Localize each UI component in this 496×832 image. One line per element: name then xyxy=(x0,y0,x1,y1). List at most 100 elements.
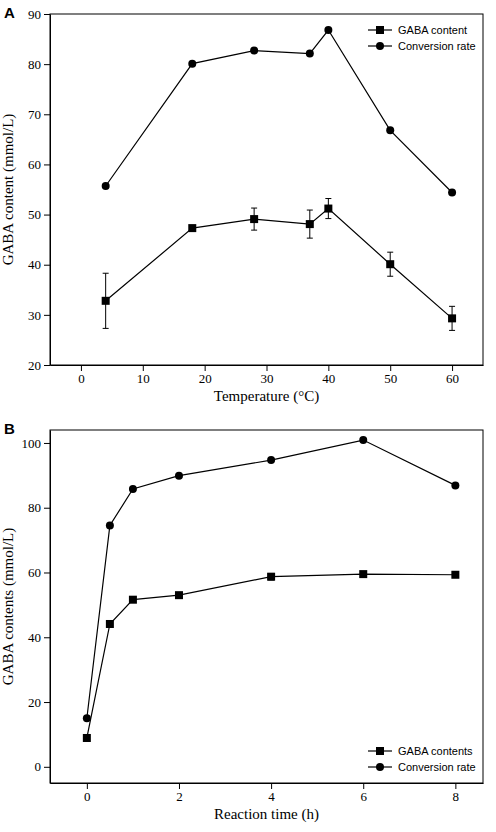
y-tick: 60 xyxy=(28,157,50,172)
panel: 0 10 20 30 40 50 60 20 30 40 50 60 70 80 90 Temperature… xyxy=(0,4,484,405)
y-axis-title: GABA contents (mmol/L) xyxy=(0,528,17,686)
y-tick-mark xyxy=(44,265,50,266)
x-tick-label: 6 xyxy=(360,789,367,804)
legend-entry: Conversion rate xyxy=(368,40,476,52)
square-marker xyxy=(102,297,110,305)
square-marker xyxy=(386,260,394,268)
x-tick: 0 xyxy=(84,783,91,804)
y-tick-label: 0 xyxy=(35,759,42,774)
square-marker xyxy=(129,596,137,604)
square-marker xyxy=(451,571,459,579)
series xyxy=(83,436,460,722)
x-axis-title: Reaction time (h) xyxy=(214,806,319,823)
y-tick-label: 40 xyxy=(28,630,41,645)
y-tick-mark xyxy=(44,637,50,638)
square-marker xyxy=(306,220,314,228)
y-tick: 90 xyxy=(28,7,50,22)
x-tick-label: 50 xyxy=(384,371,397,386)
y-tick-mark xyxy=(44,767,50,768)
panel-label: A xyxy=(4,4,15,21)
circle-marker xyxy=(106,522,114,530)
y-tick: 50 xyxy=(28,207,50,222)
y-tick-label: 70 xyxy=(28,107,41,122)
y-tick-label: 20 xyxy=(28,695,41,710)
x-tick-mark xyxy=(390,365,391,371)
error-bar xyxy=(449,306,455,330)
y-tick-mark xyxy=(44,702,50,703)
y-tick: 0 xyxy=(35,759,51,774)
y-tick: 30 xyxy=(28,308,50,323)
y-tick: 60 xyxy=(28,565,50,580)
square-marker xyxy=(83,734,91,742)
square-marker xyxy=(106,620,114,628)
x-tick-label: 20 xyxy=(199,371,212,386)
plot-area xyxy=(102,26,456,330)
circle-marker xyxy=(386,126,394,134)
x-tick: 0 xyxy=(78,365,85,386)
x-tick-mark xyxy=(205,365,206,371)
x-axis-title: Temperature (°C) xyxy=(214,388,319,405)
x-tick-mark xyxy=(179,783,180,789)
x-tick: 60 xyxy=(446,365,459,386)
y-tick-label: 30 xyxy=(28,308,41,323)
legend-entry: GABA content xyxy=(368,24,467,36)
y-tick-label: 100 xyxy=(22,436,42,451)
x-axis: 0 10 20 30 40 50 60 xyxy=(51,365,484,386)
y-axis-line xyxy=(50,15,51,366)
legend-marker xyxy=(376,747,384,755)
square-marker xyxy=(175,591,183,599)
circle-marker xyxy=(448,189,456,197)
x-tick-label: 0 xyxy=(78,371,85,386)
square-marker xyxy=(359,570,367,578)
x-tick-label: 8 xyxy=(453,789,460,804)
x-tick-mark xyxy=(271,783,272,789)
square-marker xyxy=(250,215,258,223)
y-tick: 80 xyxy=(28,500,50,515)
x-tick-label: 40 xyxy=(322,371,335,386)
legend-label: Conversion rate xyxy=(398,761,476,773)
y-tick-label: 80 xyxy=(28,500,41,515)
circle-marker xyxy=(188,60,196,68)
legend-marker xyxy=(376,26,384,34)
y-tick: 40 xyxy=(28,257,50,272)
circle-marker xyxy=(175,472,183,480)
x-tick-mark xyxy=(452,365,453,371)
x-tick-mark xyxy=(143,365,144,371)
series-line xyxy=(87,574,456,738)
x-tick-label: 4 xyxy=(268,789,275,804)
series-line xyxy=(106,209,452,319)
circle-marker xyxy=(359,436,367,444)
legend-entry: GABA contents xyxy=(368,745,473,757)
plot-frame xyxy=(50,14,483,365)
error-bar xyxy=(325,199,331,219)
square-marker xyxy=(267,573,275,581)
y-tick-label: 60 xyxy=(28,565,41,580)
square-marker xyxy=(448,314,456,322)
circle-marker xyxy=(250,47,258,55)
x-tick: 4 xyxy=(268,783,275,804)
x-tick-mark xyxy=(267,365,268,371)
x-tick: 10 xyxy=(137,365,150,386)
figure: 01020304050602030405060708090Temperature… xyxy=(0,0,496,832)
x-tick: 30 xyxy=(261,365,274,386)
x-tick-mark xyxy=(455,783,456,789)
series xyxy=(83,570,460,742)
y-axis: 20 30 40 50 60 70 80 90 xyxy=(28,7,51,373)
y-tick-mark xyxy=(44,64,50,65)
y-tick: 100 xyxy=(22,436,51,451)
circle-marker xyxy=(83,714,91,722)
y-tick: 80 xyxy=(28,57,50,72)
y-tick: 20 xyxy=(28,358,50,373)
legend: GABA contents Conversion rate xyxy=(368,745,476,773)
circle-marker xyxy=(129,485,137,493)
x-tick: 6 xyxy=(360,783,367,804)
legend-label: GABA content xyxy=(398,24,467,36)
legend-label: Conversion rate xyxy=(398,40,476,52)
x-tick-mark xyxy=(328,365,329,371)
y-tick-label: 90 xyxy=(28,7,41,22)
x-axis-line xyxy=(51,783,484,784)
y-tick-label: 80 xyxy=(28,57,41,72)
series-line xyxy=(106,30,452,192)
y-tick-label: 20 xyxy=(28,358,41,373)
legend-marker xyxy=(376,42,384,50)
